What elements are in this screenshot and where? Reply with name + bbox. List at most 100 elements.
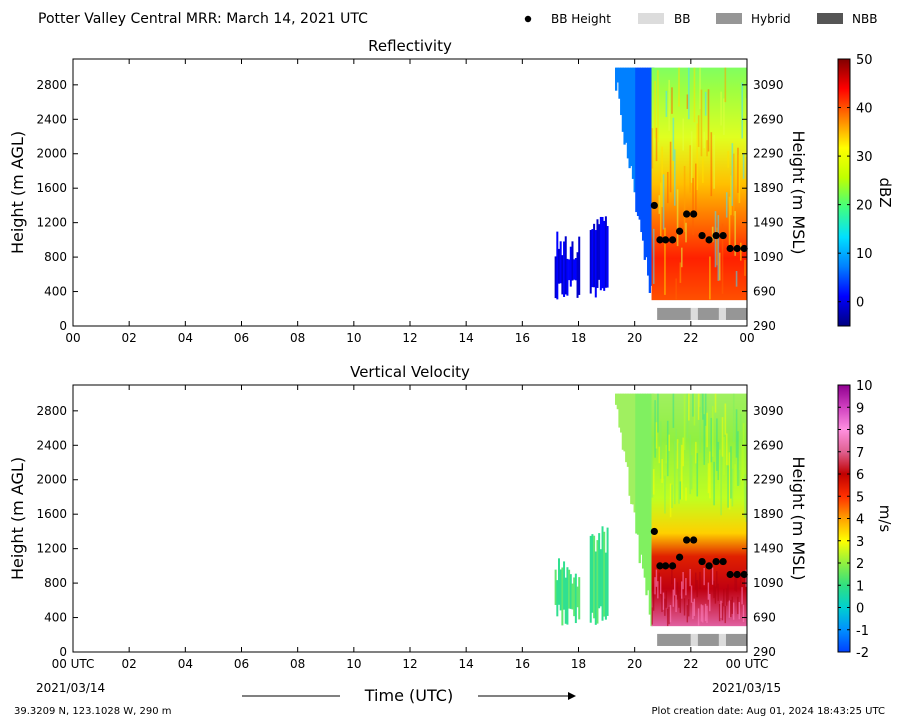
bb-type-segment [725,633,747,646]
echo-streak [620,67,623,116]
echo-streak [718,449,721,490]
echo-streak [662,174,665,230]
legend-label: NBB [852,12,877,26]
echo-streak [673,440,676,505]
colorbar-tick-label: 10 [856,379,873,394]
echo-streak [721,417,724,457]
echo-streak [578,577,581,620]
echo-streak [668,606,670,625]
echo-streak [693,393,696,426]
colorbar-tick-label: -1 [856,624,869,639]
y-tick-label: 2400 [36,112,67,126]
colorbar [837,58,851,327]
x-tick-label: 22 [683,657,698,671]
echo-streak [730,175,732,216]
echo-streak [699,406,701,453]
echo-streak [688,67,690,120]
location-text: 39.3209 N, 123.1028 W, 290 m [14,706,172,717]
echo-streak [732,602,735,620]
bb-type-segment [697,307,719,320]
echo-streak [621,67,625,132]
echo-streak [690,131,693,183]
echo-streak [664,598,666,616]
colorbar-label: dBZ [876,177,894,207]
echo-streak [688,393,690,421]
x-tick-label: 16 [515,657,530,671]
echo-streak [623,67,626,145]
y-tick-label: 0 [59,319,67,333]
echo-streak [635,67,638,213]
bb-height-point [740,570,748,579]
echo-streak [742,153,745,179]
x-tick-label: 02 [122,657,137,671]
x-tick-label: 22 [683,331,698,345]
bb-height-point [690,536,698,544]
x-tick-label: 18 [571,331,586,345]
y-tick-label-right: 2290 [753,147,784,161]
bb-height-point [705,562,713,570]
y-tick-label-right: 3090 [753,404,784,418]
echo-streak [636,393,640,535]
echo-streak [738,602,740,620]
colorbar-tick-label: 6 [856,468,864,483]
y-tick-label-right: 1890 [753,507,784,521]
echo-streak [718,252,721,281]
bb-height-point [726,570,734,579]
echo-streak [633,393,636,513]
echo-streak [556,231,559,300]
y-tick-label-right: 290 [753,319,776,333]
echo-streak [706,412,708,448]
echo-streak [678,67,680,107]
y-tick-label: 1600 [36,507,67,521]
bb-height-point [668,562,677,570]
echo-streak [593,223,596,288]
echo-streak [744,572,746,590]
echo-streak [714,393,717,413]
legend-label: Hybrid [751,12,791,26]
echo-streak [643,67,646,260]
echo-streak [720,600,722,618]
x-tick-label: 00 UTC [726,657,769,671]
echo-streak [571,583,574,610]
echo-streak [618,393,621,428]
echo-streak [703,131,706,149]
echo-streak [690,455,693,490]
bb-height-point [733,244,741,253]
echo-streak [652,228,655,284]
echo-streak [665,90,668,117]
echo-streak [696,453,699,497]
echo-streak [681,581,683,599]
echo-streak [571,241,574,281]
echo-streak [704,91,707,116]
echo-streak [696,580,698,598]
echo-streak [730,599,732,618]
colorbar-tick-label: 0 [856,602,864,617]
echo-streak [686,94,689,109]
echo-streak [686,393,689,439]
echo-streak [692,601,694,620]
bb-height-point [656,562,664,570]
echo-streak [683,394,686,450]
echo-streak [695,572,697,590]
figure-title: Potter Valley Central MRR: March 14, 202… [38,11,368,27]
echo-streak [744,259,746,276]
echo-streak [745,486,748,522]
echo-streak [695,441,697,464]
echo-streak [648,393,652,615]
echo-streak [599,549,602,607]
echo-streak [665,590,667,608]
echo-streak [554,569,557,605]
echo-streak [692,177,694,236]
echo-streak [655,127,658,162]
echo-streak [716,418,718,471]
echo-streak [569,574,572,609]
y-tick-label: 2800 [36,78,67,92]
echo-streak [564,577,567,624]
echo-streak [638,393,641,564]
colorbar-tick-label: 7 [856,446,864,461]
echo-streak [615,393,618,405]
echo-streak [725,588,728,606]
echo-streak [700,393,703,413]
y-tick-label-right: 1090 [753,576,784,590]
